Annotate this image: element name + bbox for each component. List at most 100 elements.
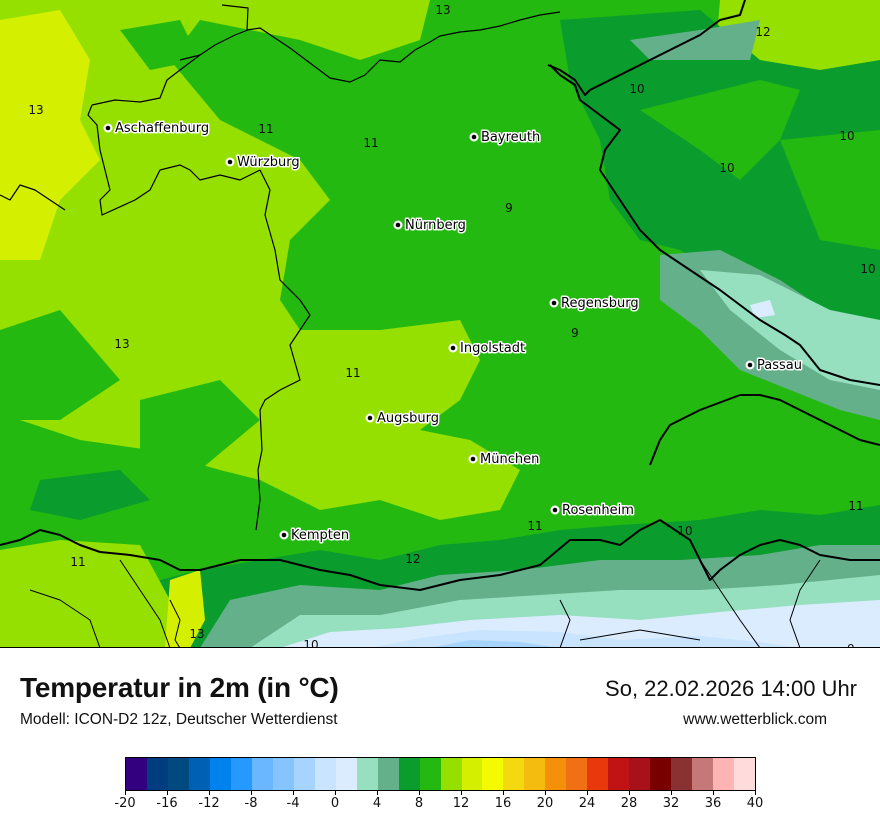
isotherm-label: 9 [847, 642, 855, 648]
city-marker: Rosenheim [550, 502, 635, 520]
colorbar-tick [251, 790, 252, 795]
city-dot-icon [552, 507, 558, 513]
city-dot-icon [395, 222, 401, 228]
website-link[interactable]: www.wetterblick.com [683, 711, 827, 728]
colorbar-tick-label: -20 [114, 796, 136, 811]
colorbar-segment [314, 758, 336, 790]
colorbar-tick-label: 16 [494, 796, 512, 811]
colorbar-segment [230, 758, 252, 790]
isotherm-label: 10 [719, 161, 734, 175]
isotherm-label: 10 [677, 524, 692, 538]
colorbar-segment [335, 758, 357, 790]
colorbar-tick-label: 0 [330, 796, 340, 811]
colorbar-segment [440, 758, 462, 790]
colorbar-tick-label: 32 [662, 796, 680, 811]
city-label: Aschaffenburg [115, 121, 209, 136]
colorbar-segment [482, 758, 504, 790]
colorbar-tick [587, 790, 588, 795]
city-label: Würzburg [237, 155, 300, 170]
colorbar-segment [377, 758, 399, 790]
colorbar-segment [356, 758, 378, 790]
colorbar-segment [167, 758, 189, 790]
city-dot-icon [367, 415, 373, 421]
city-label: Regensburg [561, 296, 639, 311]
colorbar-tick [755, 790, 756, 795]
colorbar-segment [461, 758, 483, 790]
colorbar-tick [419, 790, 420, 795]
colorbar-segment [503, 758, 525, 790]
colorbar-tick [167, 790, 168, 795]
isotherm-label: 11 [527, 519, 542, 533]
city-marker: Augsburg [365, 410, 441, 428]
city-markers: Aschaffenburg Würzburg Bayreuth Nürnberg Reg… [103, 120, 803, 545]
colorbar-segment [671, 758, 693, 790]
colorbar-segment [209, 758, 231, 790]
isotherm-label: 13 [189, 627, 204, 641]
isotherm-label: 13 [435, 3, 450, 17]
isotherm-label: 11 [848, 499, 863, 513]
valid-datetime: So, 22.02.2026 14:00 Uhr [605, 676, 857, 701]
colorbar-tick [377, 790, 378, 795]
colorbar-tick-label: 36 [704, 796, 722, 811]
colorbar-tick [503, 790, 504, 795]
isotherm-label: 13 [28, 103, 43, 117]
isotherm-label: 9 [571, 326, 579, 340]
city-marker: Kempten [279, 527, 351, 545]
city-dot-icon [227, 159, 233, 165]
colorbar-tick [125, 790, 126, 795]
city-dot-icon [551, 300, 557, 306]
isotherm-label: 11 [363, 136, 378, 150]
city-label: Augsburg [377, 411, 439, 426]
colorbar-segment [734, 758, 756, 790]
colorbar-tick-label: 24 [578, 796, 596, 811]
temperature-colorbar [125, 757, 756, 791]
city-marker: Passau [745, 357, 803, 375]
colorbar-segment [398, 758, 420, 790]
colorbar-tick-label: 20 [536, 796, 554, 811]
city-marker: Ingolstadt [448, 340, 527, 358]
city-dot-icon [281, 532, 287, 538]
city-label: Kempten [291, 528, 349, 543]
colorbar-tick-label: -12 [198, 796, 220, 811]
city-dot-icon [471, 134, 477, 140]
city-marker: Bayreuth [469, 129, 542, 147]
colorbar-tick [671, 790, 672, 795]
colorbar-tick [461, 790, 462, 795]
map-canvas: 131213111110101091013911111110111213109 … [0, 0, 880, 648]
city-marker: Nürnberg [393, 217, 467, 235]
isotherm-label: 10 [860, 262, 875, 276]
colorbar-segment [545, 758, 567, 790]
city-dot-icon [450, 345, 456, 351]
colorbar-segment [608, 758, 630, 790]
isotherm-label: 13 [114, 337, 129, 351]
city-marker: Würzburg [225, 154, 301, 172]
colorbar-ticks: -20 -16 -12 -8 -4 0 4 8 12 16 20 24 28 32 36 40 [114, 790, 763, 820]
colorbar-tick [209, 790, 210, 795]
colorbar-tick [545, 790, 546, 795]
city-label: Passau [757, 358, 802, 373]
city-label: Nürnberg [405, 218, 466, 233]
temperature-map: 131213111110101091013911111110111213109 … [0, 0, 880, 648]
colorbar-tick [335, 790, 336, 795]
isotherm-label: 10 [629, 82, 644, 96]
colorbar-segment [629, 758, 651, 790]
colorbar-tick-label: -4 [286, 796, 300, 811]
city-marker: München [468, 451, 541, 469]
isotherm-label: 11 [345, 366, 360, 380]
colorbar-tick-label: 4 [372, 796, 382, 811]
colorbar-tick-label: 8 [414, 796, 424, 811]
colorbar-segment [419, 758, 441, 790]
city-dot-icon [470, 456, 476, 462]
isotherm-label: 10 [839, 129, 854, 143]
colorbar-segment [126, 758, 147, 790]
colorbar-tick [293, 790, 294, 795]
colorbar-tick [713, 790, 714, 795]
colorbar-segment [146, 758, 168, 790]
colorbar-tick [629, 790, 630, 795]
isotherm-label: 9 [505, 201, 513, 215]
isotherm-label: 11 [70, 555, 85, 569]
city-dot-icon [747, 362, 753, 368]
model-subtitle: Modell: ICON-D2 12z, Deutscher Wetterdie… [20, 711, 338, 728]
colorbar-segment [650, 758, 672, 790]
colorbar-segment [566, 758, 588, 790]
